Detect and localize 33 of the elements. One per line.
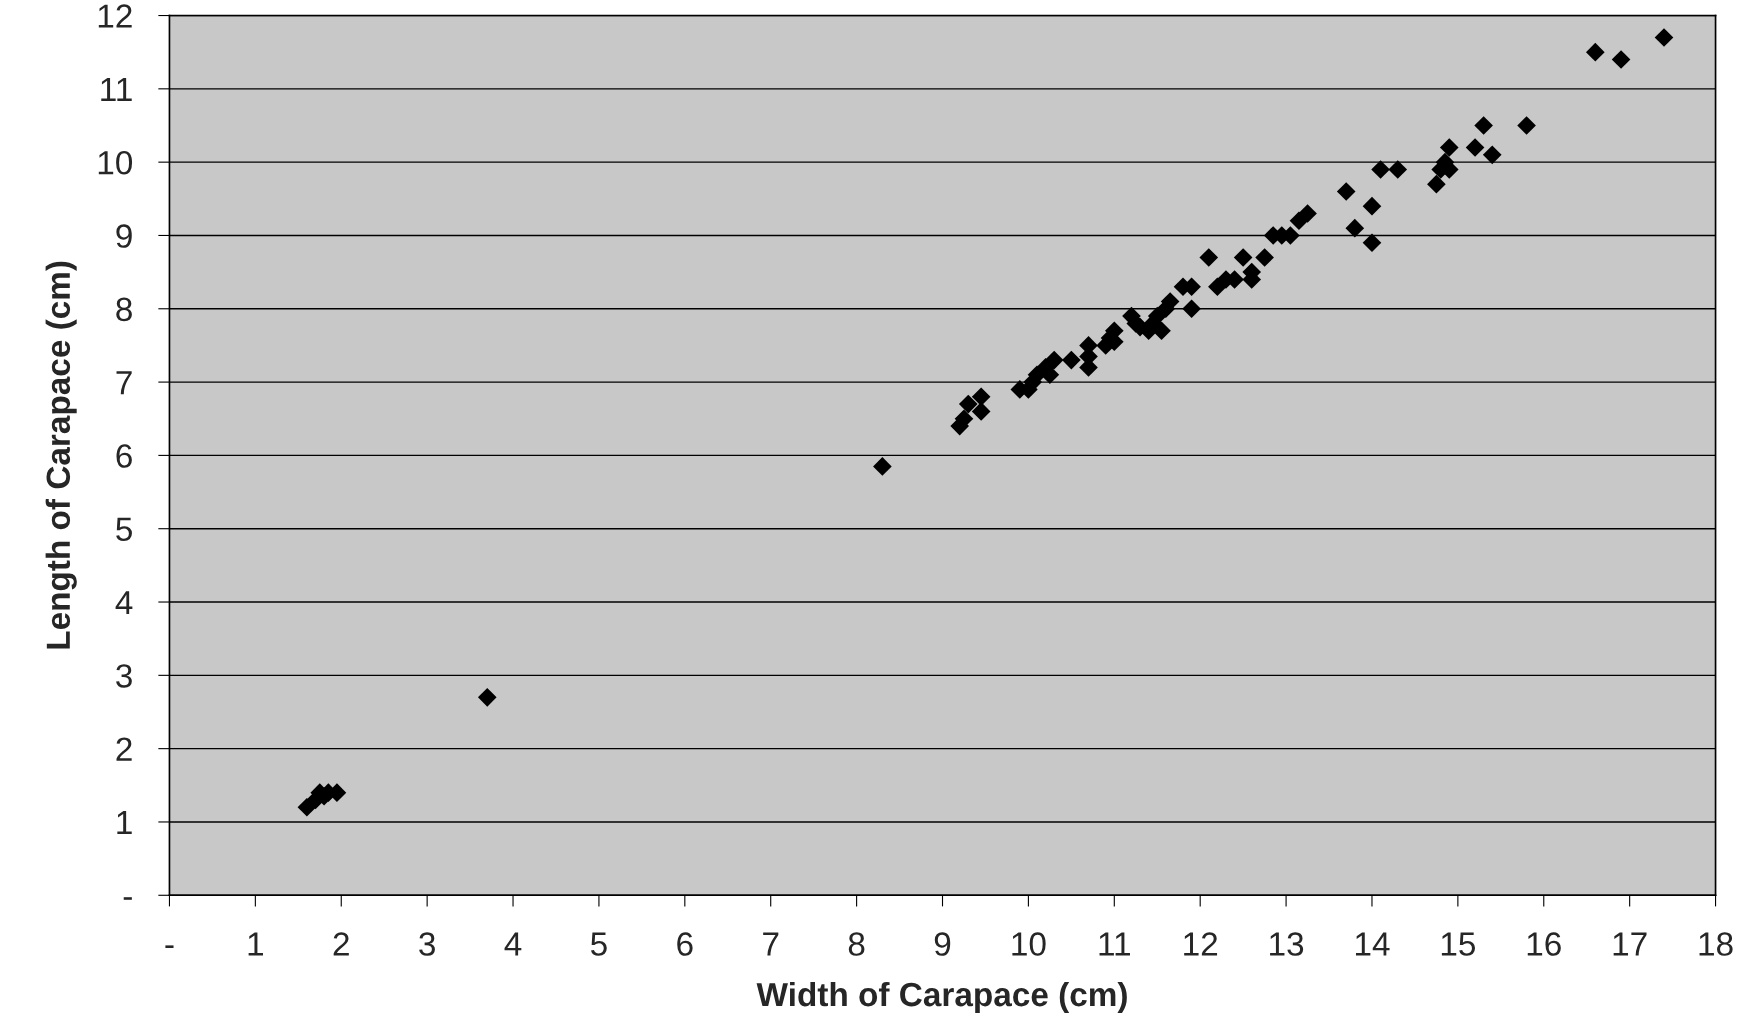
x-tick-label: 15 <box>1441 932 1476 956</box>
y-tick-label: 3 <box>116 664 132 688</box>
x-tick-label: 10 <box>1012 932 1046 956</box>
x-tick-label: 16 <box>1527 932 1561 956</box>
x-tick-label: 2 <box>333 932 349 956</box>
x-tick-label: 11 <box>1099 932 1130 956</box>
y-tick-label: 1 <box>117 811 132 835</box>
x-tick-label: 14 <box>1355 932 1390 956</box>
x-tick-label: 13 <box>1270 932 1304 956</box>
x-tick-label: 5 <box>590 932 607 956</box>
y-tick-label: 8 <box>116 297 132 322</box>
y-tick-label: 7 <box>116 371 132 395</box>
y-tick-label: 2 <box>116 737 132 761</box>
y-tick-label: 11 <box>101 77 132 101</box>
y-tick-label: - <box>123 897 132 900</box>
x-tick-label: 18 <box>1699 932 1733 956</box>
x-tick-label: 9 <box>934 932 951 956</box>
x-tick-label: 4 <box>504 932 522 956</box>
y-tick-label: 12 <box>98 4 132 28</box>
x-tick-label: 1 <box>248 932 263 956</box>
x-tick-label: 6 <box>677 932 693 956</box>
y-tick-label: 10 <box>98 150 133 175</box>
x-tick-label: 3 <box>419 932 435 956</box>
y-tick-label: 4 <box>115 591 133 615</box>
y-axis-title: Length of Carapace (cm) <box>45 261 77 649</box>
x-tick-label: 17 <box>1613 932 1647 956</box>
x-tick-label: 8 <box>848 932 865 956</box>
y-tick-label: 9 <box>116 224 132 248</box>
x-tick-label: 12 <box>1184 932 1218 956</box>
y-tick-label: 5 <box>116 517 132 542</box>
y-tick-label: 6 <box>116 444 132 468</box>
x-tick-label: 7 <box>763 932 779 956</box>
x-axis-title: Width of Carapace (cm) <box>756 981 1127 1013</box>
